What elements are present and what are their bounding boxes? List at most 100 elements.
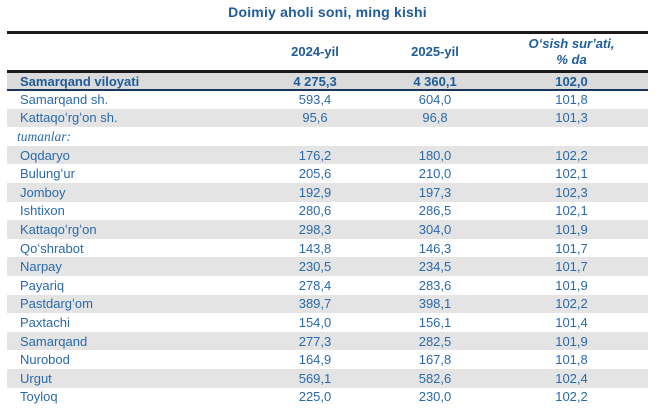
value-2024: 143,8 — [298, 240, 332, 256]
value-growth: 101,7 — [555, 240, 588, 256]
value-growth: 102,2 — [555, 389, 588, 405]
row-label: Ishtixon — [20, 203, 65, 219]
row-label: Samarqand — [7, 331, 255, 351]
value-2025: 180,0 — [375, 145, 495, 165]
header-name-column — [7, 32, 255, 73]
value-2025: 197,3 — [375, 183, 495, 202]
value-2025 — [375, 127, 495, 146]
table-row: Samarqand sh. 593,4 604,0 101,8 — [7, 90, 648, 109]
value-2024: 230,5 — [255, 257, 375, 277]
table-row: Pastdargʻom 389,7 398,1 102,2 — [7, 294, 648, 314]
value-2025: 4 360,1 — [375, 71, 495, 91]
value-growth: 101,7 — [495, 257, 648, 277]
value-growth: 102,3 — [495, 183, 648, 202]
row-label: Urgut — [7, 369, 255, 388]
row-label: Samarqand sh. — [20, 92, 109, 108]
row-label: Qoʻshrabot — [20, 240, 84, 256]
row-label: Pastdargʻom — [7, 294, 255, 314]
table-row: Qoʻshrabot 143,8 146,3 101,7 — [7, 239, 648, 258]
table-row: Narpay 230,5 234,5 101,7 — [7, 257, 648, 277]
row-label: Kattaqoʻrgʻon sh. — [7, 108, 255, 128]
row-label: Oqdaryo — [7, 145, 255, 165]
value-2025: 604,0 — [418, 92, 452, 108]
value-growth: 102,2 — [495, 294, 648, 314]
table-row: Jomboy 192,9 197,3 102,3 — [7, 183, 648, 202]
value-2024: 164,9 — [298, 352, 332, 368]
value-2024: 176,2 — [255, 145, 375, 165]
table-row: Toyloq 225,0 230,0 102,2 — [7, 388, 648, 407]
value-2025: 283,6 — [418, 277, 452, 293]
row-label: Toyloq — [20, 389, 58, 405]
value-2025: 230,0 — [418, 389, 452, 405]
value-2025: 398,1 — [375, 294, 495, 314]
value-2025: 582,6 — [375, 369, 495, 388]
value-growth — [495, 127, 648, 146]
value-2024: 298,3 — [255, 220, 375, 239]
row-label: Paxtachi — [20, 315, 70, 331]
page-title: Doimiy aholi soni, ming kishi — [228, 4, 427, 20]
table-row: Oqdaryo 176,2 180,0 102,2 — [7, 145, 648, 165]
value-2025: 156,1 — [418, 315, 452, 331]
value-2024: 4 275,3 — [255, 71, 375, 91]
table-row: Payariq 278,4 283,6 101,9 — [7, 276, 648, 295]
value-2025: 286,5 — [418, 203, 452, 219]
value-growth: 102,0 — [495, 71, 648, 91]
header-growth-line2: % da — [556, 52, 587, 67]
table-row: Samarqand viloyati 4 275,3 4 360,1 102,0 — [7, 71, 648, 91]
value-2024: 225,0 — [298, 389, 332, 405]
header-growth-rate: Oʻsish surʼati, % da — [495, 32, 648, 73]
table-row: Paxtachi 154,0 156,1 101,4 — [7, 313, 648, 332]
table-row: Ishtixon 280,6 286,5 102,1 — [7, 202, 648, 221]
table-row: Kattaqoʻrgʻon 298,3 304,0 101,9 — [7, 220, 648, 239]
header-growth-line1: Oʻsish surʼati, — [528, 35, 615, 51]
row-label: Nurobod — [20, 352, 70, 368]
value-2024: 569,1 — [255, 369, 375, 388]
value-growth: 101,8 — [555, 352, 588, 368]
value-2024: 192,9 — [255, 183, 375, 202]
value-2024: 593,4 — [298, 92, 332, 108]
value-2024: 280,6 — [298, 203, 332, 219]
row-label: Jomboy — [7, 183, 255, 202]
value-growth: 102,1 — [555, 203, 588, 219]
value-2025: 304,0 — [375, 220, 495, 239]
row-label: tumanlar: — [17, 128, 71, 144]
value-2024: 154,0 — [298, 315, 332, 331]
value-growth: 101,3 — [495, 108, 648, 128]
value-2025: 167,8 — [418, 352, 452, 368]
value-2024 — [255, 127, 375, 146]
row-label: Bulungʻur — [20, 166, 75, 182]
value-growth: 101,9 — [495, 220, 648, 239]
table-row: Nurobod 164,9 167,8 101,8 — [7, 350, 648, 369]
value-2025: 96,8 — [375, 108, 495, 128]
table-row: Urgut 569,1 582,6 102,4 — [7, 369, 648, 388]
population-table: 2024-yil 2025-yil Oʻsish surʼati, % da S… — [7, 31, 648, 406]
value-2024: 277,3 — [255, 331, 375, 351]
value-2025: 282,5 — [375, 331, 495, 351]
value-2024: 205,6 — [298, 166, 332, 182]
table-row: Kattaqoʻrgʻon sh. 95,6 96,8 101,3 — [7, 108, 648, 128]
row-label: Narpay — [7, 257, 255, 277]
value-2025: 210,0 — [418, 166, 452, 182]
row-label: Samarqand viloyati — [7, 71, 255, 91]
value-growth: 102,2 — [495, 145, 648, 165]
section-row: tumanlar: — [7, 127, 648, 146]
table-body: Samarqand viloyati 4 275,3 4 360,1 102,0 Sam… — [7, 71, 648, 407]
table-header-row: 2024-yil 2025-yil Oʻsish surʼati, % da — [7, 32, 648, 73]
value-growth: 101,9 — [495, 331, 648, 351]
value-2025: 234,5 — [375, 257, 495, 277]
value-growth: 101,9 — [555, 277, 588, 293]
value-growth: 101,4 — [555, 315, 588, 331]
table-row: Samarqand 277,3 282,5 101,9 — [7, 331, 648, 351]
value-2025: 146,3 — [418, 240, 452, 256]
table-row: Bulungʻur 205,6 210,0 102,1 — [7, 164, 648, 183]
value-2024: 389,7 — [255, 294, 375, 314]
value-growth: 101,8 — [555, 92, 588, 108]
value-2024: 95,6 — [255, 108, 375, 128]
value-growth: 102,4 — [495, 369, 648, 388]
row-label: Payariq — [20, 277, 65, 293]
value-growth: 102,1 — [555, 166, 588, 182]
row-label: Kattaqoʻrgʻon — [7, 220, 255, 239]
header-2024: 2024-yil — [255, 32, 375, 73]
value-2024: 278,4 — [298, 277, 332, 293]
